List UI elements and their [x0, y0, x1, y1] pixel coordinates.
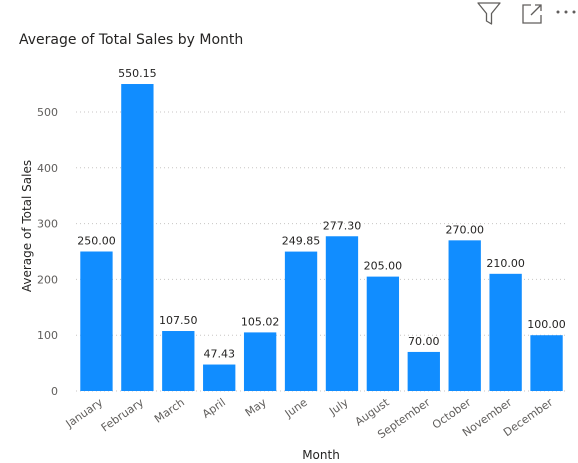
data-labels: 250.00 550.15 107.50 47.43 105.02 249.85277.3…	[77, 67, 566, 361]
data-label: 107.50	[159, 314, 198, 327]
x-tick-label: July	[326, 396, 351, 419]
y-tick-label: 0	[51, 385, 58, 398]
y-tick-label: 500	[37, 106, 58, 119]
bar-july[interactable]	[325, 236, 359, 391]
x-tick-label: May	[243, 396, 269, 420]
chart-title: Average of Total Sales by Month	[19, 32, 244, 48]
x-tick-label: June	[282, 396, 310, 421]
visual-header-toolbar	[448, 0, 578, 28]
y-tick-label: 300	[37, 218, 58, 231]
bar-february[interactable]	[121, 84, 154, 391]
bar-august[interactable]	[366, 276, 400, 391]
bars	[80, 84, 563, 392]
bar-may[interactable]	[243, 332, 277, 391]
x-axis-title: Month	[302, 448, 340, 462]
bar-december[interactable]	[530, 335, 563, 391]
data-label: 250.00	[77, 235, 116, 248]
bar-june[interactable]	[284, 251, 318, 391]
y-axis-title: Average of Total Sales	[20, 160, 34, 292]
focus-mode-icon	[518, 0, 548, 28]
x-tick-label: March	[152, 396, 187, 426]
filter-button[interactable]	[474, 0, 504, 28]
data-label: 210.00	[486, 257, 525, 270]
data-label: 270.00	[445, 223, 484, 236]
more-options-button[interactable]	[552, 0, 578, 28]
data-label: 105.02	[241, 315, 280, 328]
x-tick-label: April	[200, 396, 228, 421]
more-options-icon	[552, 0, 578, 28]
bar-november[interactable]	[489, 273, 522, 391]
focus-mode-button[interactable]	[518, 0, 548, 28]
data-label: 550.15	[118, 67, 157, 80]
bar-october[interactable]	[448, 240, 481, 391]
data-label: 249.85	[282, 235, 321, 248]
bar-march[interactable]	[162, 331, 195, 391]
filter-icon	[474, 0, 504, 28]
y-tick-label: 400	[37, 162, 58, 175]
y-tick-label: 100	[37, 329, 58, 342]
bar-january[interactable]	[80, 251, 113, 392]
data-label: 277.30	[323, 219, 362, 232]
x-tick-label: February	[99, 396, 147, 435]
data-label: 47.43	[203, 348, 235, 361]
y-axis-ticks: 0 100 200 300 400 500	[37, 106, 58, 398]
bar-september[interactable]	[407, 351, 440, 391]
bar-april[interactable]	[203, 364, 236, 391]
data-label: 205.00	[364, 260, 403, 273]
data-label: 100.00	[527, 318, 566, 331]
data-label: 70.00	[408, 335, 440, 348]
y-tick-label: 200	[37, 273, 58, 286]
